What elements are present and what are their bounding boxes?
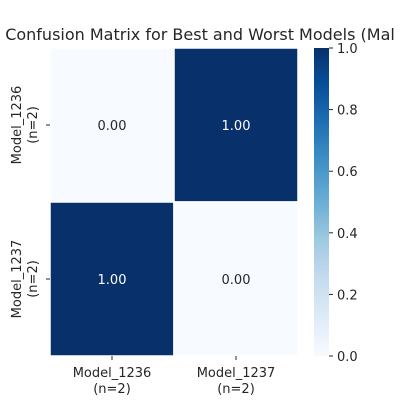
cell-value-label: 1.00 — [222, 119, 251, 134]
colorbar-tick-label: 0.6 — [337, 165, 358, 180]
y-tick-sublabel: (n=2) — [26, 260, 41, 298]
x-axis: Model_1236(n=2)Model_1237(n=2) — [73, 356, 276, 397]
x-tick-label: Model_1236 — [73, 366, 152, 381]
colorbar-tick-label: 0.0 — [337, 350, 358, 365]
heatmap-cells — [49, 47, 299, 357]
y-tick-label: Model_1237 — [10, 240, 25, 319]
y-tick-label: Model_1236 — [10, 86, 25, 165]
colorbar-tick-label: 0.2 — [337, 288, 358, 303]
heatmap-cell-labels: 0.00 1.00 1.00 0.00 — [98, 119, 251, 288]
cell-value-label: 0.00 — [98, 119, 127, 134]
y-tick-sublabel: (n=2) — [26, 106, 41, 144]
colorbar-tick-label: 0.8 — [337, 104, 358, 119]
y-axis: Model_1236 (n=2)Model_1237 (n=2) — [10, 86, 50, 319]
x-tick-label: Model_1237 — [197, 366, 276, 381]
colorbar — [314, 48, 329, 356]
heatmap-cell — [173, 201, 299, 357]
x-tick-sublabel: (n=2) — [217, 382, 255, 397]
x-tick-sublabel: (n=2) — [93, 382, 131, 397]
cell-value-label: 1.00 — [98, 273, 127, 288]
cell-value-label: 0.00 — [222, 273, 251, 288]
colorbar-ticks: 0.0 0.2 0.4 0.6 0.8 1.0 — [329, 42, 358, 365]
colorbar-tick-label: 1.0 — [337, 42, 358, 57]
chart-title: Confusion Matrix for Best and Worst Mode… — [5, 25, 395, 44]
colorbar-tick-label: 0.4 — [337, 227, 358, 242]
